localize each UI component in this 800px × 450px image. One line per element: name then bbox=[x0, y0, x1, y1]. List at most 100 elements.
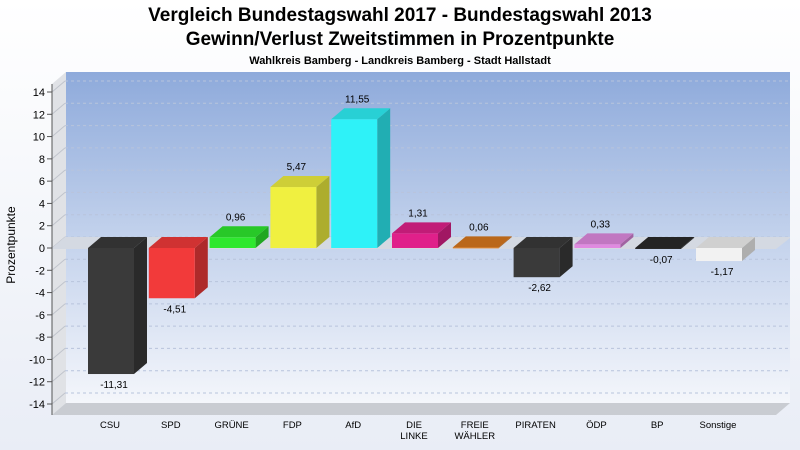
plot-floor bbox=[52, 403, 790, 415]
x-tick-label: AfD bbox=[345, 420, 361, 431]
bar-front bbox=[270, 187, 317, 248]
x-tick-label: GRÜNE bbox=[214, 420, 248, 431]
x-tick-label: CSU bbox=[100, 420, 120, 431]
bar-9 bbox=[574, 233, 634, 248]
grid-line-side bbox=[51, 281, 66, 293]
x-tick-label: ÖDP bbox=[586, 420, 607, 431]
grid-line-side bbox=[51, 214, 66, 227]
y-tick-label: -2 bbox=[35, 265, 45, 277]
y-tick-label: -6 bbox=[35, 310, 45, 322]
x-tick-label: FREIE bbox=[461, 420, 489, 431]
grid-line-side bbox=[51, 370, 66, 383]
y-tick-label: -12 bbox=[29, 377, 45, 389]
bar-top bbox=[88, 237, 147, 248]
y-tick-label: -4 bbox=[35, 288, 45, 300]
bar-front bbox=[513, 248, 560, 278]
bar-top bbox=[696, 237, 755, 248]
bar-5 bbox=[331, 108, 391, 248]
bar-side bbox=[194, 237, 208, 299]
y-tick-label: 8 bbox=[39, 154, 45, 166]
value-label: -11,31 bbox=[100, 380, 128, 391]
bar-7 bbox=[452, 236, 512, 249]
y-tick-label: 6 bbox=[39, 176, 45, 188]
y-tick-label: -8 bbox=[35, 332, 45, 344]
y-tick-label: 14 bbox=[33, 87, 45, 99]
y-tick-label: 10 bbox=[33, 132, 45, 144]
value-label: 1,31 bbox=[408, 208, 428, 219]
x-tick-label: PIRATEN bbox=[515, 420, 556, 431]
bar-side bbox=[742, 237, 755, 262]
bar-side bbox=[681, 237, 695, 249]
bar-front bbox=[88, 248, 134, 375]
value-label: -4,51 bbox=[163, 304, 186, 315]
y-tick-label: 12 bbox=[33, 109, 45, 121]
bar-front bbox=[392, 233, 438, 248]
grid-line-side bbox=[51, 192, 66, 204]
bar-11 bbox=[696, 237, 755, 262]
x-tick-label: DIE bbox=[406, 420, 422, 431]
bar-2 bbox=[148, 237, 208, 299]
grid-line-side bbox=[51, 348, 66, 360]
bar-8 bbox=[513, 237, 573, 278]
y-tick-label: 4 bbox=[39, 198, 45, 210]
grid-line-side bbox=[51, 325, 66, 338]
value-label: -2,62 bbox=[528, 283, 551, 294]
y-tick-label: 0 bbox=[39, 243, 45, 255]
bar-front bbox=[696, 248, 742, 262]
value-label: -1,17 bbox=[711, 267, 734, 278]
x-tick-label: FDP bbox=[283, 420, 302, 431]
value-label: 5,47 bbox=[287, 162, 307, 173]
bar-front bbox=[148, 248, 195, 299]
bar-top bbox=[209, 226, 269, 238]
bar-side bbox=[438, 222, 451, 248]
grid-line-side bbox=[51, 80, 66, 93]
bar-side bbox=[134, 237, 147, 375]
bar-top bbox=[148, 237, 208, 248]
grid-line-side bbox=[51, 169, 66, 182]
y-tick-label: -10 bbox=[29, 354, 45, 366]
chart-caption: Wahlkreis Bamberg - Landkreis Bamberg - … bbox=[249, 55, 551, 67]
bar-top bbox=[392, 222, 451, 234]
x-tick-label: WÄHLER bbox=[454, 431, 495, 442]
bar-side bbox=[377, 108, 391, 248]
bar-4 bbox=[270, 176, 330, 248]
bar-6 bbox=[392, 222, 451, 248]
value-label: 0,96 bbox=[226, 212, 246, 223]
x-tick-label: BP bbox=[651, 420, 664, 431]
grid-line-side bbox=[51, 392, 66, 405]
chart-titles: Vergleich Bundestagswahl 2017 - Bundesta… bbox=[0, 4, 800, 69]
value-label: 0,33 bbox=[591, 219, 611, 230]
bar-side bbox=[620, 233, 634, 248]
bar-3 bbox=[209, 226, 269, 248]
grid-line-side bbox=[51, 147, 66, 160]
bar-front bbox=[209, 237, 256, 248]
chart-title: Vergleich Bundestagswahl 2017 - Bundesta… bbox=[148, 5, 652, 26]
bar-top bbox=[270, 176, 330, 188]
bar-front bbox=[635, 248, 682, 249]
chart-subtitle: Gewinn/Verlust Zweitstimmen in Prozentpu… bbox=[185, 29, 615, 50]
bar-10 bbox=[635, 237, 695, 249]
bar-top bbox=[452, 236, 512, 248]
grid-line-side bbox=[51, 125, 66, 137]
x-tick-label: LINKE bbox=[400, 431, 427, 442]
y-axis-ticks: 14 12 10 8 6 4 2 0 -2 -4 -6 -8 -10 -12 -14 bbox=[29, 87, 52, 411]
bar-side bbox=[498, 236, 512, 248]
bar-front bbox=[331, 119, 378, 248]
bar-side bbox=[255, 226, 269, 248]
bar-top bbox=[513, 237, 573, 248]
bars bbox=[88, 108, 755, 375]
grid-line-side bbox=[51, 102, 66, 115]
value-label: -0,07 bbox=[650, 255, 673, 266]
bar-top bbox=[331, 108, 391, 120]
x-tick-label: SPD bbox=[161, 420, 181, 431]
bar-front bbox=[574, 244, 621, 248]
bar-side bbox=[316, 176, 330, 248]
bar-top bbox=[574, 233, 634, 245]
value-label: 0,06 bbox=[469, 222, 489, 233]
y-tick-label: 2 bbox=[39, 221, 45, 233]
value-labels: -11,31 -4,51 0,96 5,47 11,55 1,31 0,06 -2,62 0,3… bbox=[100, 94, 734, 391]
grid-line-side bbox=[51, 258, 66, 271]
bar-top bbox=[635, 237, 695, 248]
